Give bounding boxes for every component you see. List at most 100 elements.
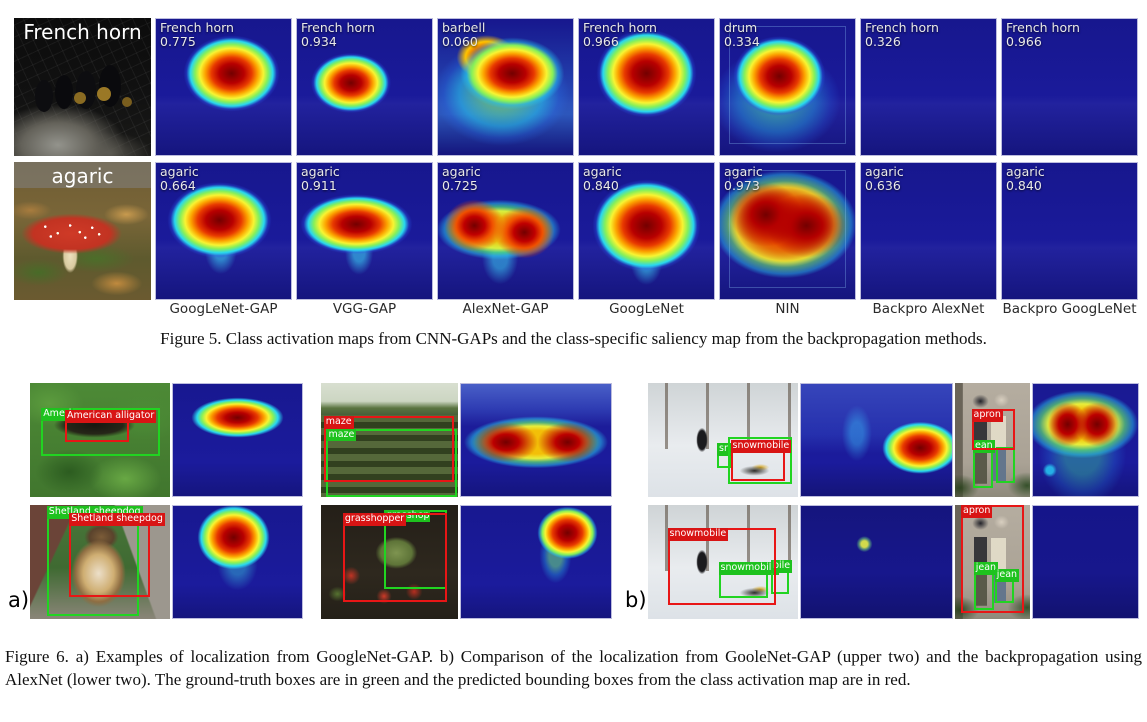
cam-class: agaric [724, 164, 763, 179]
ground-truth-box [727, 436, 792, 485]
pred-box-label: snowmobile [730, 440, 792, 453]
gt-box-label: snowmobile [718, 562, 780, 575]
predicted-box: maze [323, 416, 454, 483]
predicted-box: American alligator [65, 410, 157, 443]
figure6b-marker: b) [625, 588, 647, 612]
cam-agaric-vgg-gap: agaric 0.911 [296, 162, 433, 300]
photo-label: agaric [51, 164, 114, 188]
cam-class: French horn [160, 20, 234, 35]
photo-snowmobile-backprop: snowmobile snowmobile bile [648, 505, 798, 619]
pred-box-label: Shetland sheepdog [69, 512, 165, 526]
cam-score: 0.934 [301, 34, 337, 49]
saliency-agaric-backprop-alexnet: agaric 0.636 [860, 162, 997, 300]
saliency-snowmobile-backprop [800, 505, 953, 619]
cam-score: 0.973 [724, 178, 760, 193]
gt-box-label: jean [994, 568, 1020, 582]
cam-class: agaric [160, 164, 199, 179]
figure6-caption: Figure 6. a) Examples of localization fr… [5, 647, 1142, 690]
cam-barbell-alexnet-gap: barbell 0.060 [437, 18, 574, 156]
cam-class: French horn [1006, 20, 1080, 35]
speckle-noise [1033, 506, 1138, 618]
predicted-box: snowmobile [667, 527, 776, 606]
photo-agaric: agaric [14, 162, 151, 300]
figure5-column-labels: GoogLeNet-GAP VGG-GAP AlexNet-GAP GoogLe… [14, 301, 1138, 317]
cam-class: French horn [583, 20, 657, 35]
column-label-backpro-alexnet: Backpro AlexNet [872, 301, 985, 317]
gt-box-label: maze [326, 428, 357, 442]
cam-score: 0.966 [1006, 34, 1042, 49]
ground-truth-box: bile [771, 559, 793, 594]
speckle-noise [861, 19, 996, 155]
pred-box-label: snowmobile [667, 527, 729, 541]
pred-box-label: apron [971, 409, 1003, 423]
saliency-frenchhorn-backprop-googlenet: French horn 0.966 [1001, 18, 1138, 156]
photo-maze: maze maze [321, 383, 458, 497]
figure5-caption: Figure 5. Class activation maps from CNN… [160, 329, 987, 348]
cam-score: 0.911 [301, 178, 337, 193]
predicted-box: grasshopper [342, 512, 448, 602]
cam-score: 0.840 [1006, 178, 1042, 193]
column-label-nin: NIN [775, 301, 800, 317]
pred-box-label: American alligator [65, 410, 157, 424]
ground-truth-box: jean [973, 562, 999, 610]
cam-score: 0.636 [865, 178, 901, 193]
cam-class: agaric [865, 164, 904, 179]
cam-frenchhorn-googlenet-gap: French horn 0.775 [155, 18, 292, 156]
predicted-box: Shetland sheepdog [69, 512, 165, 598]
cam-score: 0.725 [442, 178, 478, 193]
gt-box-label: jean [973, 562, 999, 575]
cam-grasshopper [460, 505, 612, 619]
column-label-googlenet: GoogLeNet [609, 301, 684, 317]
predicted-box: apron [961, 505, 1024, 614]
french-horn-players-illustration [35, 65, 132, 112]
saliency-apron-backprop [1032, 505, 1139, 619]
predicted-box: snowmobile [730, 440, 792, 482]
photo-apron-backprop: apron jean jean [955, 505, 1030, 619]
cam-agaric-googlenet: agaric 0.840 [578, 162, 715, 300]
column-label-alexnet-gap: AlexNet-GAP [462, 301, 549, 317]
ground-truth-box: jean [994, 568, 1020, 604]
cam-class: barbell [442, 20, 486, 35]
cam-shetland-sheepdog [172, 505, 303, 619]
photo-french-horn: French horn [14, 18, 151, 156]
figure6a-marker: a) [8, 588, 30, 612]
pred-box-label: maze [323, 416, 354, 429]
cam-class: agaric [301, 164, 340, 179]
column-label-googlenet-gap: GoogLeNet-GAP [169, 301, 278, 317]
ground-truth-box: maze [326, 428, 457, 497]
photo-american-alligator: Ameri American alligator [30, 383, 170, 497]
photo-label-strip [14, 162, 151, 188]
cam-class: drum [724, 20, 758, 35]
cam-class: French horn [865, 20, 939, 35]
photo-grasshopper: grasshopper grasshopper [321, 505, 458, 619]
cam-score: 0.060 [442, 34, 478, 49]
cam-drum-nin: drum 0.334 [719, 18, 856, 156]
saliency-agaric-backprop-googlenet: agaric 0.840 [1001, 162, 1138, 300]
cam-frenchhorn-googlenet: French horn 0.966 [578, 18, 715, 156]
cam-score: 0.775 [160, 34, 196, 49]
photo-label: French horn [23, 20, 142, 44]
mushroom-cap-dots [37, 219, 106, 243]
cam-class: agaric [442, 164, 481, 179]
cam-snowmobile [800, 383, 953, 497]
cam-class: agaric [583, 164, 622, 179]
saliency-frenchhorn-backprop-alexnet: French horn 0.326 [860, 18, 997, 156]
ground-truth-box [995, 446, 1015, 484]
cam-class: agaric [1006, 164, 1045, 179]
speckle-noise [861, 163, 996, 299]
photo-shetland-sheepdog: Shetland sheepdog Shetland sheepdog [30, 505, 170, 619]
cam-american-alligator [172, 383, 303, 497]
ground-truth-box: snowmobile [718, 562, 780, 599]
photo-snowmobile-gap: sn snowmobile [648, 383, 798, 497]
speckle-noise [1002, 19, 1137, 155]
cam-score: 0.326 [865, 34, 901, 49]
cam-apron [1032, 383, 1139, 497]
cam-score: 0.334 [724, 34, 760, 49]
gt-box-label: bile [771, 559, 793, 573]
speckle-noise [801, 506, 952, 618]
cam-agaric-alexnet-gap: agaric 0.725 [437, 162, 574, 300]
cam-score: 0.966 [583, 34, 619, 49]
column-label-vgg-gap: VGG-GAP [332, 301, 397, 317]
cam-agaric-nin: agaric 0.973 [719, 162, 856, 300]
